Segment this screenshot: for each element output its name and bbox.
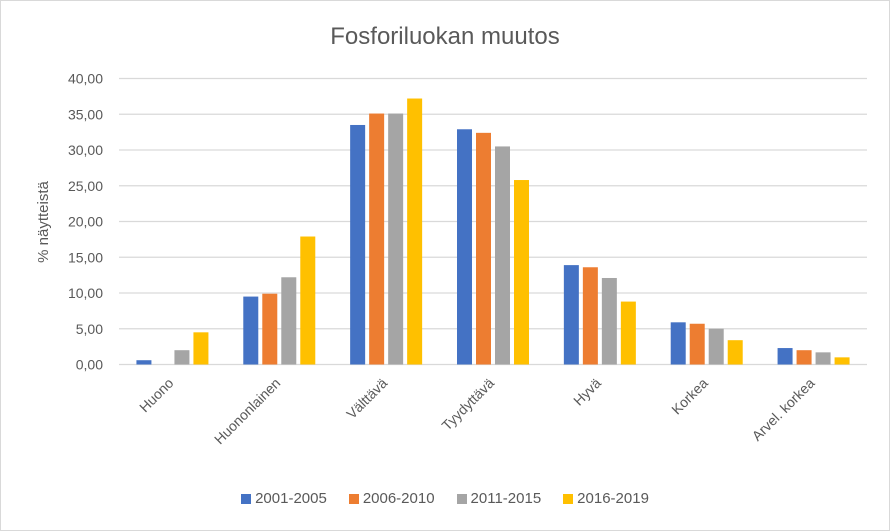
category-label: Huono [136,375,177,416]
bar [620,301,636,365]
legend-item: 2001-2005 [241,490,327,507]
legend-label: 2011-2015 [470,490,542,507]
y-tick-label: 0,00 [76,357,103,373]
legend-swatch-icon [563,493,574,504]
legend-item: 2016-2019 [563,490,649,507]
y-axis-label: % näytteistä [35,180,52,262]
bar [369,113,385,365]
bar [476,132,491,365]
legend-label: 2016-2019 [577,490,649,507]
bar [407,98,423,365]
y-tick-label: 30,00 [68,142,103,158]
bar [136,360,152,365]
legend-swatch-icon [456,493,467,504]
bar [350,124,366,365]
bar [563,265,579,365]
chart-title: Fosforiluokan muutos [330,23,560,50]
y-tick-label: 35,00 [68,106,103,122]
bar [243,296,259,365]
legend-swatch-icon [241,493,252,504]
category-label: Välttävä [343,375,390,422]
bar [777,348,793,365]
category-label: Arvel. korkea [749,375,818,444]
y-tick-label: 20,00 [68,214,103,230]
bar [601,277,617,365]
bar [457,129,472,365]
legend-item: 2006-2010 [348,490,435,507]
y-tick-label: 5,00 [76,321,103,337]
y-tick-label: 10,00 [68,285,103,301]
bar [727,340,743,365]
category-label: Tyydyttävä [438,375,497,434]
bar [796,350,812,365]
legend: 2001-2005 2006-2010 2011-2015 2016-2019 [1,490,889,507]
bar [495,146,510,365]
bar [388,113,404,365]
bar [514,180,529,365]
bar [262,293,278,365]
category-label: Korkea [668,375,711,418]
bar [689,323,705,365]
bar [834,357,850,365]
category-label: Hyvä [570,375,604,409]
legend-item: 2011-2015 [456,490,542,507]
legend-label: 2006-2010 [362,490,435,507]
y-tick-label: 15,00 [68,249,103,265]
bar [281,277,297,365]
bar [300,236,316,365]
legend-label: 2001-2005 [255,490,327,507]
bar [708,328,724,365]
bar [193,332,209,365]
bar [582,267,598,365]
bar [174,350,190,365]
legend-swatch-icon [348,493,359,504]
bar [815,352,831,365]
category-label: Huononlainen [211,375,283,447]
bar [670,322,686,365]
y-tick-label: 25,00 [68,178,103,194]
y-tick-label: 40,00 [68,71,103,87]
